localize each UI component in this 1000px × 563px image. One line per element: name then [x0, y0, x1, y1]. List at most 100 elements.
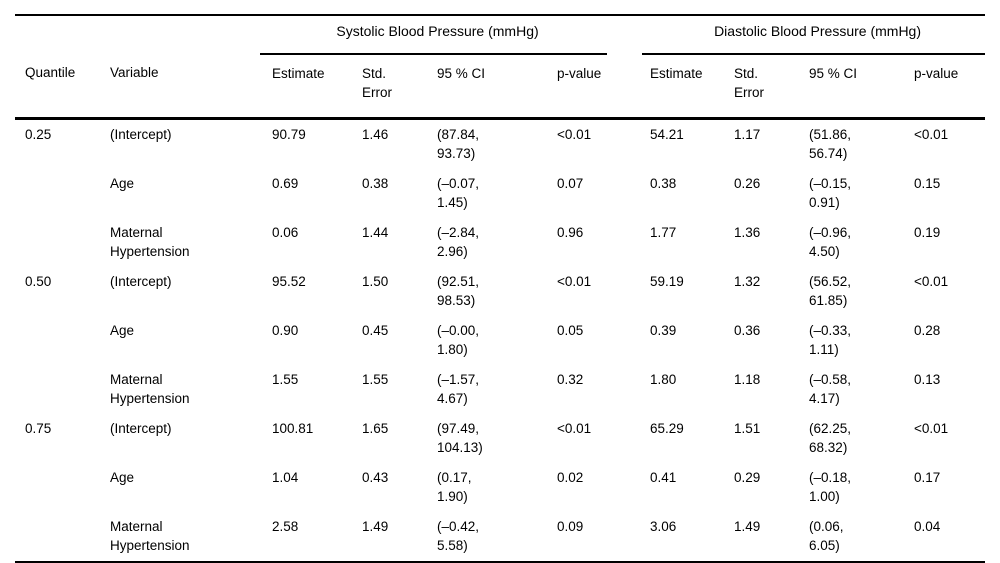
cell-pvalue-dbp: 0.28 [914, 323, 941, 338]
cell-pvalue-dbp: 0.13 [914, 372, 941, 387]
cell-ci-sbp: (–2.84, 2.96) [437, 225, 480, 259]
cell-ci-sbp: (–0.00, 1.80) [437, 323, 480, 357]
group-header-gap [607, 15, 642, 54]
col-header-quantile: Quantile [15, 54, 110, 120]
cell-pvalue-sbp: <0.01 [557, 274, 592, 289]
group-header-row: Systolic Blood Pressure (mmHg) Diastolic… [15, 15, 986, 55]
col-header-estimate-sbp: Estimate [260, 54, 350, 120]
cell-quantile [15, 169, 110, 218]
cell-pvalue-sbp: 0.02 [557, 470, 584, 485]
cell-std-error-dbp: 1.18 [734, 372, 761, 387]
cell-pvalue-dbp: <0.01 [914, 274, 949, 289]
cell-quantile: 0.25 [25, 127, 52, 142]
table-row: Age 1.04 0.43 (0.17, 1.90) 0.02 0.41 0.2… [15, 463, 985, 512]
cell-std-error-sbp: 0.45 [362, 323, 389, 338]
cell-estimate-dbp: 54.21 [650, 127, 684, 142]
cell-estimate-dbp: 1.77 [650, 225, 677, 240]
cell-pvalue-sbp: 0.96 [557, 225, 584, 240]
cell-ci-dbp: (–0.18, 1.00) [809, 470, 852, 504]
cell-pvalue-dbp: 0.17 [914, 470, 941, 485]
table-body: 0.25 (Intercept) 90.79 1.46 (87.84, 93.7… [15, 119, 985, 563]
cell-std-error-sbp: 1.65 [362, 421, 389, 436]
group-header-systolic: Systolic Blood Pressure (mmHg) [260, 15, 608, 55]
cell-gap [607, 267, 642, 316]
cell-gap [607, 316, 642, 365]
cell-pvalue-sbp: 0.05 [557, 323, 584, 338]
group-header-diastolic: Diastolic Blood Pressure (mmHg) [642, 15, 986, 55]
col-header-ci-sbp: 95 % CI [425, 54, 545, 120]
cell-pvalue-dbp: 0.19 [914, 225, 941, 240]
cell-std-error-sbp: 1.46 [362, 127, 389, 142]
cell-std-error-dbp: 0.29 [734, 470, 761, 485]
group-header-spacer-left [15, 15, 260, 54]
cell-quantile: 0.50 [25, 274, 52, 289]
cell-estimate-dbp: 65.29 [650, 421, 684, 436]
cell-estimate-dbp: 0.38 [650, 176, 677, 191]
cell-estimate-sbp: 1.55 [272, 372, 299, 387]
cell-ci-dbp: (62.25, 68.32) [809, 421, 852, 455]
cell-std-error-dbp: 0.26 [734, 176, 761, 191]
cell-variable: Maternal Hypertension [110, 225, 190, 259]
cell-pvalue-sbp: <0.01 [557, 127, 592, 142]
cell-quantile [15, 463, 110, 512]
cell-quantile [15, 218, 110, 267]
cell-estimate-dbp: 0.39 [650, 323, 677, 338]
cell-estimate-dbp: 0.41 [650, 470, 677, 485]
table-row: 0.50 (Intercept) 95.52 1.50 (92.51, 98.5… [15, 267, 985, 316]
cell-estimate-sbp: 0.90 [272, 323, 299, 338]
cell-std-error-dbp: 1.51 [734, 421, 761, 436]
col-header-ci-dbp: 95 % CI [797, 54, 903, 120]
cell-std-error-dbp: 1.32 [734, 274, 761, 289]
cell-std-error-dbp: 1.36 [734, 225, 761, 240]
cell-gap [607, 365, 642, 414]
cell-ci-sbp: (92.51, 98.53) [437, 274, 480, 308]
cell-gap [607, 414, 642, 463]
cell-std-error-dbp: 0.36 [734, 323, 761, 338]
cell-std-error-sbp: 0.38 [362, 176, 389, 191]
cell-ci-dbp: (56.52, 61.85) [809, 274, 852, 308]
cell-estimate-dbp: 1.80 [650, 372, 677, 387]
cell-pvalue-sbp: <0.01 [557, 421, 592, 436]
cell-variable: (Intercept) [110, 274, 172, 289]
cell-estimate-sbp: 90.79 [272, 127, 306, 142]
cell-pvalue-dbp: <0.01 [914, 127, 949, 142]
cell-gap [607, 169, 642, 218]
cell-variable: Age [110, 176, 135, 191]
cell-variable: (Intercept) [110, 421, 172, 436]
cell-pvalue-dbp: 0.15 [914, 176, 941, 191]
cell-ci-dbp: (–0.96, 4.50) [809, 225, 852, 259]
table-row: 0.25 (Intercept) 90.79 1.46 (87.84, 93.7… [15, 119, 985, 170]
col-header-variable: Variable [110, 54, 260, 120]
cell-quantile: 0.75 [25, 421, 52, 436]
cell-std-error-sbp: 1.44 [362, 225, 389, 240]
cell-ci-sbp: (87.84, 93.73) [437, 127, 480, 161]
cell-ci-dbp: (–0.58, 4.17) [809, 372, 852, 406]
cell-pvalue-dbp: <0.01 [914, 421, 949, 436]
cell-std-error-sbp: 0.43 [362, 470, 389, 485]
cell-variable: (Intercept) [110, 127, 172, 142]
cell-estimate-sbp: 100.81 [272, 421, 314, 436]
cell-gap [607, 218, 642, 267]
col-header-gap [607, 54, 643, 120]
col-header-std-error-dbp: Std. Error [722, 54, 798, 120]
cell-ci-sbp: (0.17, 1.90) [437, 470, 472, 504]
cell-ci-sbp: (–1.57, 4.67) [437, 372, 480, 406]
cell-std-error-dbp: 1.17 [734, 127, 761, 142]
col-header-pvalue-sbp: p-value [545, 54, 608, 120]
cell-quantile [15, 316, 110, 365]
table-row: Maternal Hypertension 0.06 1.44 (–2.84, … [15, 218, 985, 267]
cell-ci-dbp: (–0.33, 1.11) [809, 323, 852, 357]
table-row: Maternal Hypertension 1.55 1.55 (–1.57, … [15, 365, 985, 414]
table-row: 0.75 (Intercept) 100.81 1.65 (97.49, 104… [15, 414, 985, 463]
cell-pvalue-sbp: 0.32 [557, 372, 584, 387]
cell-std-error-sbp: 1.55 [362, 372, 389, 387]
cell-estimate-dbp: 59.19 [650, 274, 684, 289]
cell-ci-dbp: (51.86, 56.74) [809, 127, 852, 161]
results-table-page: Systolic Blood Pressure (mmHg) Diastolic… [15, 14, 986, 563]
cell-ci-sbp: (97.49, 104.13) [437, 421, 483, 455]
cell-estimate-sbp: 1.04 [272, 470, 299, 485]
cell-quantile [15, 365, 110, 414]
col-header-std-error-sbp: Std. Error [350, 54, 425, 120]
cell-variable: Age [110, 470, 135, 485]
cell-estimate-sbp: 95.52 [272, 274, 306, 289]
